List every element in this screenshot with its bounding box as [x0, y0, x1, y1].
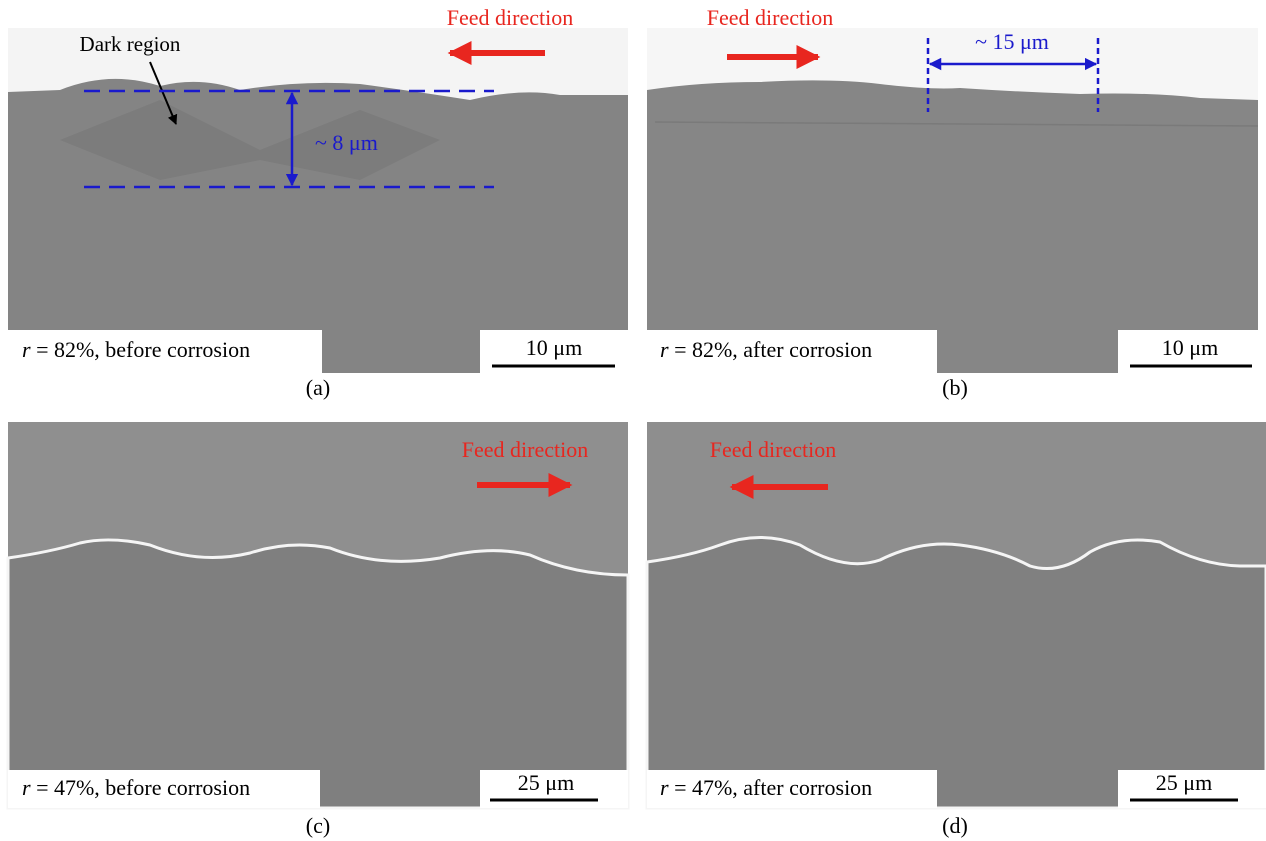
material	[647, 538, 1266, 809]
panel-c: Feed direction r = 47%, before corrosion…	[8, 422, 628, 838]
panel-label: (d)	[942, 813, 968, 838]
feed-label: Feed direction	[707, 5, 833, 30]
feed-label: Feed direction	[447, 5, 573, 30]
panel-a: Feed direction Dark region ~ 8 μm r = 82…	[8, 5, 628, 400]
feed-label: Feed direction	[710, 437, 836, 462]
scale-label: 25 μm	[518, 770, 574, 795]
panel-b: Feed direction ~ 15 μm r = 82%, after co…	[647, 5, 1258, 400]
figure: Feed direction Dark region ~ 8 μm r = 82…	[0, 0, 1266, 841]
material	[8, 540, 628, 808]
feed-label: Feed direction	[462, 437, 588, 462]
caption: r = 47%, before corrosion	[22, 775, 250, 800]
caption: r = 82%, before corrosion	[22, 337, 250, 362]
scale-label: 10 μm	[526, 335, 582, 360]
panel-label: (b)	[942, 375, 968, 400]
caption: r = 47%, after corrosion	[660, 775, 872, 800]
annotation: ~ 8 μm	[315, 130, 378, 155]
panel-d: Feed direction r = 47%, after corrosion …	[647, 422, 1266, 838]
material	[8, 79, 628, 373]
caption: r = 82%, after corrosion	[660, 337, 872, 362]
panel-label: (c)	[306, 813, 330, 838]
panel-label: (a)	[306, 375, 330, 400]
annotation: Dark region	[80, 32, 181, 56]
scale-label: 10 μm	[1162, 335, 1218, 360]
annotation: ~ 15 μm	[975, 29, 1049, 54]
scale-label: 25 μm	[1156, 770, 1212, 795]
